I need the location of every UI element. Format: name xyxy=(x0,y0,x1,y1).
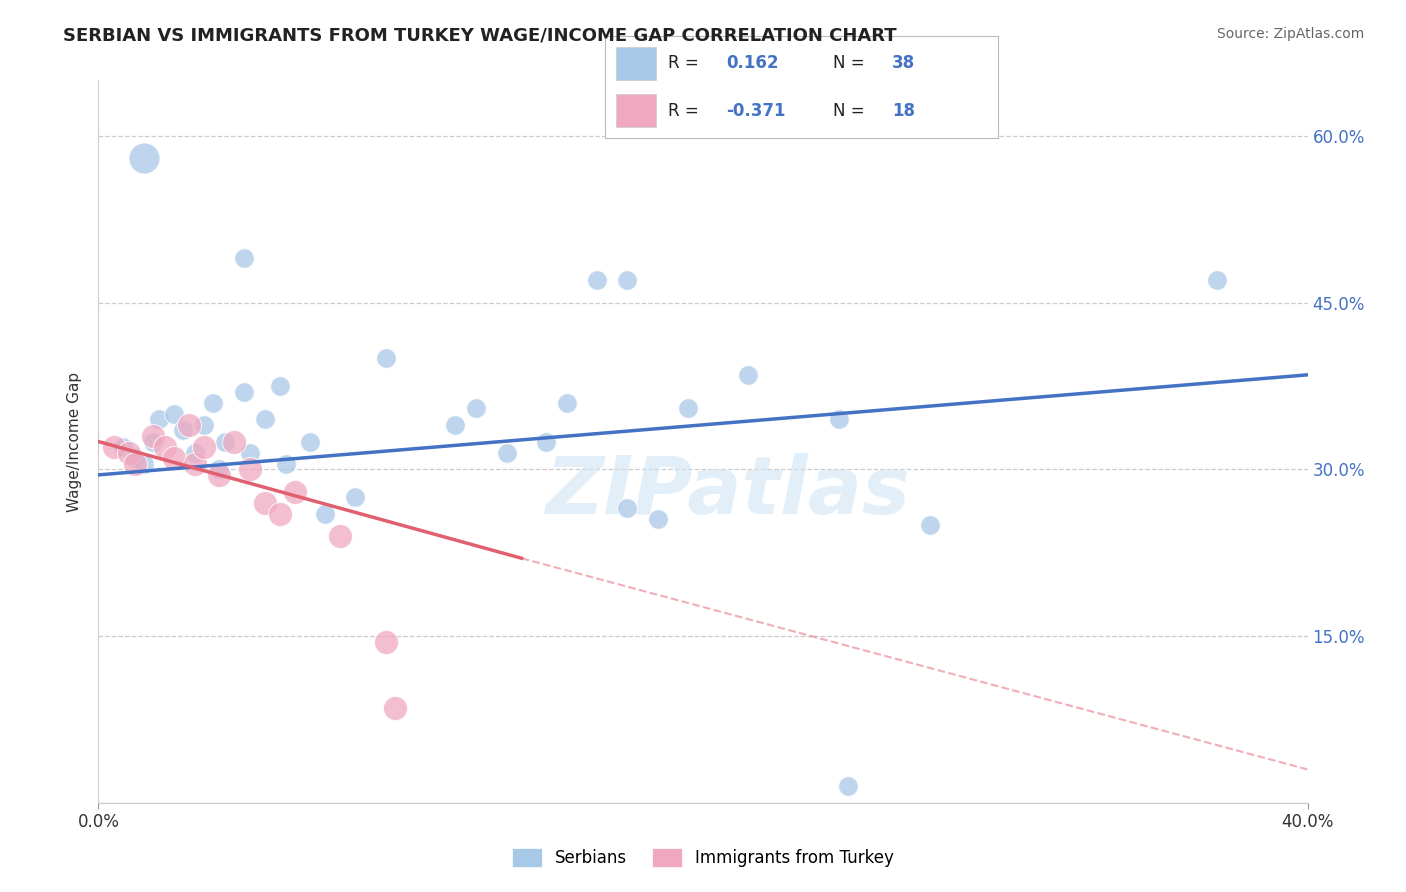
Point xyxy=(111,440,134,454)
Point xyxy=(269,507,291,521)
Point xyxy=(148,412,170,426)
Point xyxy=(132,457,155,471)
Text: ZIPatlas: ZIPatlas xyxy=(544,453,910,531)
Point xyxy=(1206,273,1229,287)
Text: 18: 18 xyxy=(891,102,915,120)
Point xyxy=(444,417,467,432)
Point xyxy=(344,490,367,504)
Point xyxy=(555,395,578,409)
Point xyxy=(232,384,254,399)
Point xyxy=(737,368,759,382)
Text: N =: N = xyxy=(832,102,865,120)
Point xyxy=(202,395,225,409)
Point xyxy=(384,701,406,715)
Point xyxy=(374,351,396,366)
Point xyxy=(274,457,297,471)
Point xyxy=(184,457,207,471)
Text: R =: R = xyxy=(668,102,699,120)
Bar xyxy=(616,47,655,79)
Point xyxy=(918,517,941,532)
Point xyxy=(124,451,146,466)
Point xyxy=(239,462,262,476)
Bar xyxy=(616,95,655,127)
Point xyxy=(163,451,186,466)
Point xyxy=(586,273,609,287)
Y-axis label: Wage/Income Gap: Wage/Income Gap xyxy=(67,371,83,512)
Point xyxy=(232,251,254,265)
Point xyxy=(214,434,236,449)
Point xyxy=(616,501,638,516)
Point xyxy=(299,434,322,449)
Point xyxy=(676,401,699,416)
Point xyxy=(184,445,207,459)
Legend: Serbians, Immigrants from Turkey: Serbians, Immigrants from Turkey xyxy=(505,841,901,874)
Point xyxy=(172,424,194,438)
Point xyxy=(193,440,215,454)
Point xyxy=(828,412,851,426)
Text: 38: 38 xyxy=(891,54,915,72)
Point xyxy=(132,151,155,165)
Point xyxy=(253,496,276,510)
Point xyxy=(163,407,186,421)
Point xyxy=(124,457,146,471)
Point xyxy=(179,417,201,432)
Text: N =: N = xyxy=(832,54,865,72)
Point xyxy=(142,434,165,449)
Point xyxy=(647,512,669,526)
Point xyxy=(208,462,231,476)
Text: Source: ZipAtlas.com: Source: ZipAtlas.com xyxy=(1216,27,1364,41)
Point xyxy=(837,779,859,793)
Point xyxy=(103,440,125,454)
Point xyxy=(616,273,638,287)
Point xyxy=(314,507,336,521)
Text: 0.162: 0.162 xyxy=(727,54,779,72)
Point xyxy=(269,379,291,393)
Point xyxy=(465,401,488,416)
Point xyxy=(534,434,557,449)
Point xyxy=(329,529,352,543)
Point xyxy=(253,412,276,426)
Point xyxy=(374,634,396,648)
Point xyxy=(193,417,215,432)
Point xyxy=(284,484,307,499)
Point xyxy=(118,445,141,459)
Text: R =: R = xyxy=(668,54,699,72)
Text: SERBIAN VS IMMIGRANTS FROM TURKEY WAGE/INCOME GAP CORRELATION CHART: SERBIAN VS IMMIGRANTS FROM TURKEY WAGE/I… xyxy=(63,27,897,45)
Point xyxy=(153,440,176,454)
Point xyxy=(208,467,231,482)
Point xyxy=(142,429,165,443)
Point xyxy=(239,445,262,459)
Point xyxy=(495,445,517,459)
Point xyxy=(224,434,246,449)
Text: -0.371: -0.371 xyxy=(727,102,786,120)
